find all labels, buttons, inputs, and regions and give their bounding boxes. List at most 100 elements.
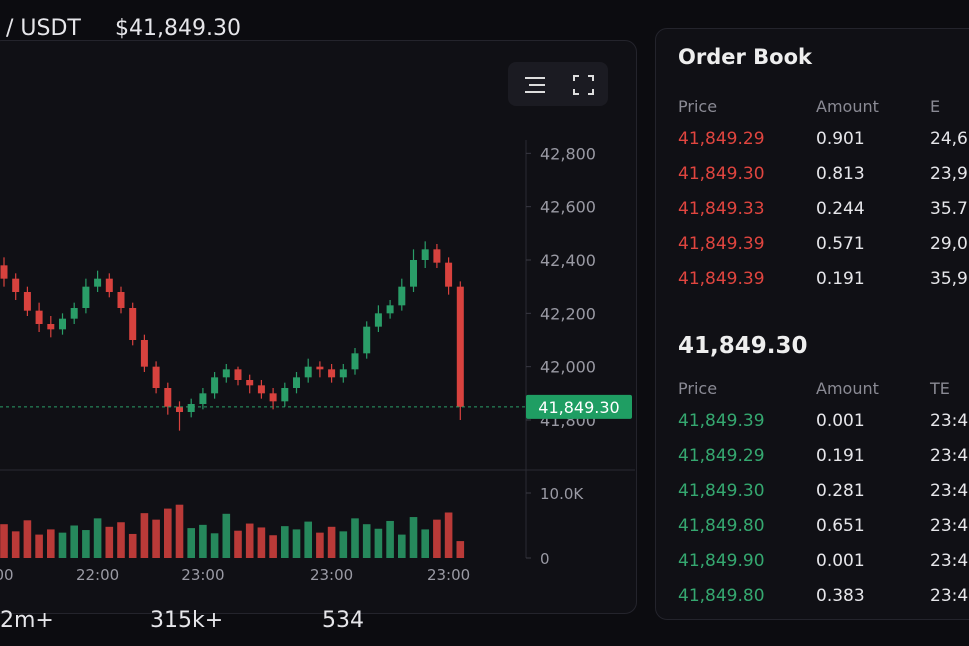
last-price-label: 41,849.30 [538, 398, 619, 417]
volume-bar [199, 524, 207, 558]
candle-body [316, 366, 324, 370]
cell: 23:4 [930, 516, 969, 536]
candle-body [152, 366, 160, 388]
volume-bar [175, 504, 184, 558]
volume-bar [93, 518, 102, 558]
candle-body [105, 278, 113, 292]
volume-bar [351, 518, 359, 558]
stat: 534 [322, 608, 364, 633]
volume-bar [444, 512, 453, 558]
toolbar-icons[interactable] [508, 62, 608, 106]
volume-bar [164, 508, 172, 558]
candle-body [445, 262, 453, 287]
volume-bar [152, 519, 160, 558]
x-tick-label: 23:00 [427, 566, 470, 584]
price: $41,849.30 [115, 16, 241, 41]
candle-body [328, 369, 336, 378]
candle-body [386, 305, 394, 314]
y-tick-label: 42,800 [540, 144, 596, 163]
x-tick-label: 00 [0, 566, 14, 584]
volume-bar [327, 526, 336, 558]
cell: 0.383 [816, 586, 865, 606]
cell: 35,9 [930, 269, 968, 289]
candle-body [140, 340, 148, 367]
candle-body [257, 385, 265, 394]
chart-panel [0, 40, 637, 614]
candle-body [12, 278, 20, 292]
cell: 41,849.80 [678, 586, 765, 606]
x-tick-label: 23:00 [310, 566, 353, 584]
table-row: 41,849.33 0.244 35.7 [678, 199, 969, 229]
candle-body [94, 278, 102, 287]
table-row: 41,849.80 0.383 23:4 [678, 586, 969, 616]
volume-bar [281, 526, 289, 558]
candle-body [363, 326, 371, 354]
candle-body [0, 265, 8, 279]
cell: Amount [816, 97, 879, 116]
cell: 41,849.29 [678, 446, 765, 466]
cell: Amount [816, 379, 879, 398]
candle-body [398, 286, 406, 306]
table-row: 41,849.30 0.281 23:4 [678, 481, 969, 511]
last-price-tag [526, 394, 632, 419]
table-row: 41,849.30 0.813 23,9 [678, 164, 969, 194]
cell: 41,849.33 [678, 199, 765, 219]
cell: 23:4 [930, 481, 969, 501]
volume-bar [421, 529, 429, 558]
cell: 41,849.90 [678, 551, 765, 571]
volume-bar [374, 528, 383, 558]
cell: 23:4 [930, 411, 969, 431]
volume-bar [245, 523, 254, 558]
y-tick-label: 42,600 [540, 198, 596, 217]
candle-body [176, 406, 183, 412]
order-book-title: Order Book [678, 45, 812, 69]
table-row: 41,849.90 0.001 23:4 [678, 551, 969, 581]
y-tick-label: 42,400 [540, 251, 596, 270]
candle-body [164, 388, 172, 407]
candle-body [234, 369, 242, 380]
y-tick-label: 42,200 [540, 304, 596, 323]
volume-bar [187, 528, 195, 558]
candle-body [421, 249, 429, 260]
cell: 0.001 [816, 551, 865, 571]
cell: 41,849.80 [678, 516, 765, 536]
candle-body [211, 377, 219, 394]
volume-bar [409, 517, 418, 558]
cell: 29,0 [930, 234, 968, 254]
table-row: 41,849.29 0.191 23:4 [678, 446, 969, 476]
cell: 0.813 [816, 164, 865, 184]
volume-bar [456, 541, 465, 558]
table-row: 41,849.29 0.901 24,6 [678, 129, 969, 159]
candle-body [23, 292, 31, 311]
table-row: 41,849.80 0.651 23:4 [678, 516, 969, 546]
toolbar [508, 62, 608, 106]
cell: 41,849.39 [678, 269, 765, 289]
cell: Price [678, 379, 718, 398]
cell: 35.7 [930, 199, 968, 219]
cell: 41,849.39 [678, 234, 765, 254]
cell: 24,6 [930, 129, 968, 149]
cell: 41,849.30 [678, 481, 765, 501]
x-tick-label: 23:00 [181, 566, 224, 584]
volume-bar [210, 533, 219, 558]
y-tick-label: 10.0K [540, 485, 584, 503]
candle-body [82, 286, 90, 308]
table-row: 41,849.39 0.571 29,0 [678, 234, 969, 264]
candle-body [59, 318, 66, 330]
order-book: Order Book 41,849.30 Price Amount E 41,849.… [655, 28, 969, 620]
volume-bar [269, 535, 277, 558]
cell: Price [678, 97, 718, 116]
cell: 23:4 [930, 551, 969, 571]
volume-bar [58, 532, 67, 558]
candle-body [281, 388, 289, 402]
volume-bar [128, 533, 137, 558]
cell: 0.191 [816, 269, 865, 289]
candle-body [456, 286, 464, 407]
cell: E [930, 97, 941, 116]
table-header: Price Amount TE [678, 379, 969, 409]
candle-body [222, 369, 230, 378]
volume-bar [292, 529, 301, 558]
pair: / USDT [6, 16, 81, 41]
volume-bar [0, 524, 8, 558]
cell: 0.651 [816, 516, 865, 536]
